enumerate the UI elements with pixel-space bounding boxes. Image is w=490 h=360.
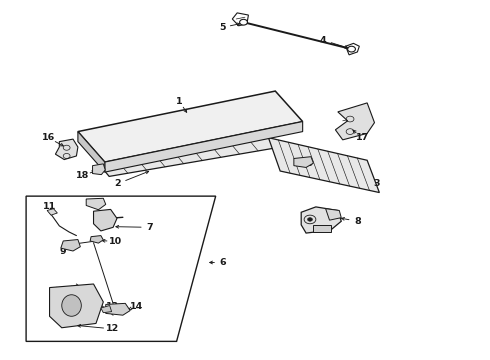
- Text: 15: 15: [301, 159, 314, 168]
- Polygon shape: [345, 43, 359, 55]
- Text: 3: 3: [374, 179, 380, 188]
- Polygon shape: [314, 225, 331, 232]
- Text: 5: 5: [219, 23, 225, 32]
- Text: 7: 7: [147, 223, 153, 232]
- Text: 16: 16: [42, 133, 55, 142]
- Polygon shape: [294, 157, 314, 167]
- Polygon shape: [78, 132, 105, 172]
- Text: 4: 4: [320, 36, 326, 45]
- Polygon shape: [106, 303, 130, 315]
- Polygon shape: [269, 138, 379, 193]
- Polygon shape: [49, 284, 103, 328]
- Polygon shape: [47, 209, 57, 215]
- Text: 8: 8: [354, 217, 361, 226]
- Polygon shape: [61, 239, 80, 251]
- Text: 17: 17: [356, 133, 369, 142]
- Polygon shape: [78, 91, 303, 162]
- Text: 9: 9: [60, 247, 67, 256]
- Text: 14: 14: [130, 302, 143, 311]
- Text: 1: 1: [176, 96, 182, 105]
- Polygon shape: [301, 207, 341, 233]
- Circle shape: [240, 19, 247, 25]
- Circle shape: [308, 218, 313, 221]
- Ellipse shape: [62, 295, 81, 316]
- Text: 18: 18: [75, 171, 89, 180]
- Polygon shape: [86, 198, 106, 210]
- Polygon shape: [335, 103, 374, 140]
- Polygon shape: [93, 164, 105, 175]
- Polygon shape: [326, 209, 341, 220]
- Circle shape: [101, 217, 105, 220]
- Polygon shape: [101, 138, 277, 176]
- Circle shape: [347, 46, 355, 52]
- Polygon shape: [232, 13, 248, 26]
- Polygon shape: [94, 210, 117, 231]
- Text: 12: 12: [105, 324, 119, 333]
- Text: 2: 2: [115, 179, 121, 188]
- Polygon shape: [101, 306, 112, 313]
- Polygon shape: [90, 235, 103, 243]
- Text: 6: 6: [220, 258, 226, 267]
- Text: 13: 13: [105, 302, 119, 311]
- Text: 11: 11: [43, 202, 56, 211]
- Polygon shape: [105, 122, 303, 172]
- Text: 10: 10: [109, 237, 122, 246]
- Polygon shape: [55, 139, 78, 159]
